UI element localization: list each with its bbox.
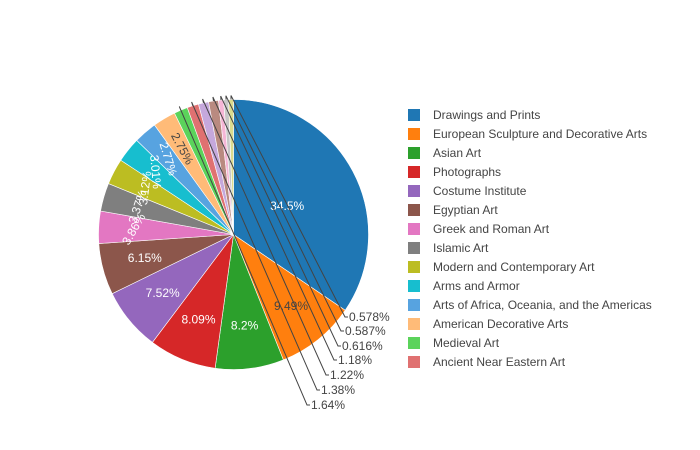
legend-swatch — [408, 280, 420, 292]
pie-label-connector — [191, 101, 320, 391]
legend-swatch — [408, 299, 420, 311]
legend-swatch — [408, 204, 420, 216]
pie-slice-label: 0.587% — [345, 324, 386, 338]
legend-label: Drawings and Prints — [433, 108, 540, 122]
legend-swatch — [408, 185, 420, 197]
pie-slice-european-sculpture-and-decorative-arts — [232, 233, 346, 361]
legend-item-asian-art[interactable]: Asian Art — [408, 146, 482, 160]
legend-label: Egyptian Art — [433, 203, 498, 217]
legend-item-arms-and-armor[interactable]: Arms and Armor — [408, 279, 520, 293]
legend-label: Ancient Near Eastern Art — [433, 355, 566, 369]
pie-slice-label: 8.2% — [231, 319, 259, 333]
pie-slice-drawings-and-prints — [233, 99, 369, 311]
legend-item-medieval-art[interactable]: Medieval Art — [408, 336, 500, 350]
legend-label: Medieval Art — [433, 336, 500, 350]
pie-slice-label: 0.616% — [342, 339, 383, 353]
legend-label: Greek and Roman Art — [433, 222, 550, 236]
legend-label: Modern and Contemporary Art — [433, 260, 595, 274]
legend-swatch — [408, 337, 420, 349]
legend-item-photographs[interactable]: Photographs — [408, 165, 501, 179]
legend-label: American Decorative Arts — [433, 317, 568, 331]
legend-swatch — [408, 261, 420, 273]
pie-label-connector — [220, 95, 341, 347]
legend-item-european-sculpture-and-decorative-arts[interactable]: European Sculpture and Decorative Arts — [408, 127, 647, 141]
legend-item-drawings-and-prints[interactable]: Drawings and Prints — [408, 108, 540, 122]
pie-label-connector — [212, 96, 337, 361]
pie-label-connector — [178, 106, 310, 406]
pie-label-connector — [230, 95, 348, 318]
legend-label: Arms and Armor — [433, 279, 520, 293]
legend-swatch — [408, 128, 420, 140]
legend-swatch — [408, 223, 420, 235]
pie-slice-label: 1.18% — [338, 353, 372, 367]
legend-item-egyptian-art[interactable]: Egyptian Art — [408, 203, 498, 217]
pie-label-connector — [225, 95, 344, 332]
legend-label: Islamic Art — [433, 241, 489, 255]
pie-outside-labels: 1.64%1.38%1.22%1.18%0.616%0.587%0.578% — [178, 95, 390, 412]
pie-slice-label: 7.52% — [146, 286, 180, 300]
legend-item-ancient-near-eastern-art[interactable]: Ancient Near Eastern Art — [408, 355, 566, 369]
pie-slice-label: 8.09% — [181, 312, 215, 326]
legend-item-greek-and-roman-art[interactable]: Greek and Roman Art — [408, 222, 550, 236]
pie-slice-label: 1.64% — [311, 398, 345, 412]
legend-swatch — [408, 109, 420, 121]
legend-swatch — [408, 242, 420, 254]
pie-slice-label: 3.12% — [136, 170, 154, 206]
legend-swatch — [408, 356, 420, 368]
pie-slice-label: 9.49% — [274, 299, 308, 313]
legend-swatch — [408, 166, 420, 178]
pie-slice-label: 1.38% — [321, 383, 355, 397]
pie-label-connector — [202, 98, 329, 376]
legend-swatch — [408, 147, 420, 159]
legend-label: Photographs — [433, 165, 501, 179]
legend-label: Arts of Africa, Oceania, and the America… — [433, 298, 652, 312]
legend-item-islamic-art[interactable]: Islamic Art — [408, 241, 489, 255]
legend-item-modern-and-contemporary-art[interactable]: Modern and Contemporary Art — [408, 260, 595, 274]
legend-label: European Sculpture and Decorative Arts — [433, 127, 647, 141]
legend-swatch — [408, 318, 420, 330]
legend-item-costume-institute[interactable]: Costume Institute — [408, 184, 527, 198]
pie-slice-label: 6.15% — [128, 251, 162, 265]
legend-item-arts-of-africa-oceania-and-the-americas[interactable]: Arts of Africa, Oceania, and the America… — [408, 298, 652, 312]
legend-label: Asian Art — [433, 146, 482, 160]
pie-slice-label: 0.578% — [349, 310, 390, 324]
legend: Drawings and Prints European Sculpture an… — [408, 108, 652, 369]
pie-slices — [98, 99, 369, 370]
pie-slice-label: 3.01% — [147, 154, 164, 189]
legend-label: Costume Institute — [433, 184, 527, 198]
legend-item-american-decorative-arts[interactable]: American Decorative Arts — [408, 317, 568, 331]
pie-slice-label: 1.22% — [330, 368, 364, 382]
